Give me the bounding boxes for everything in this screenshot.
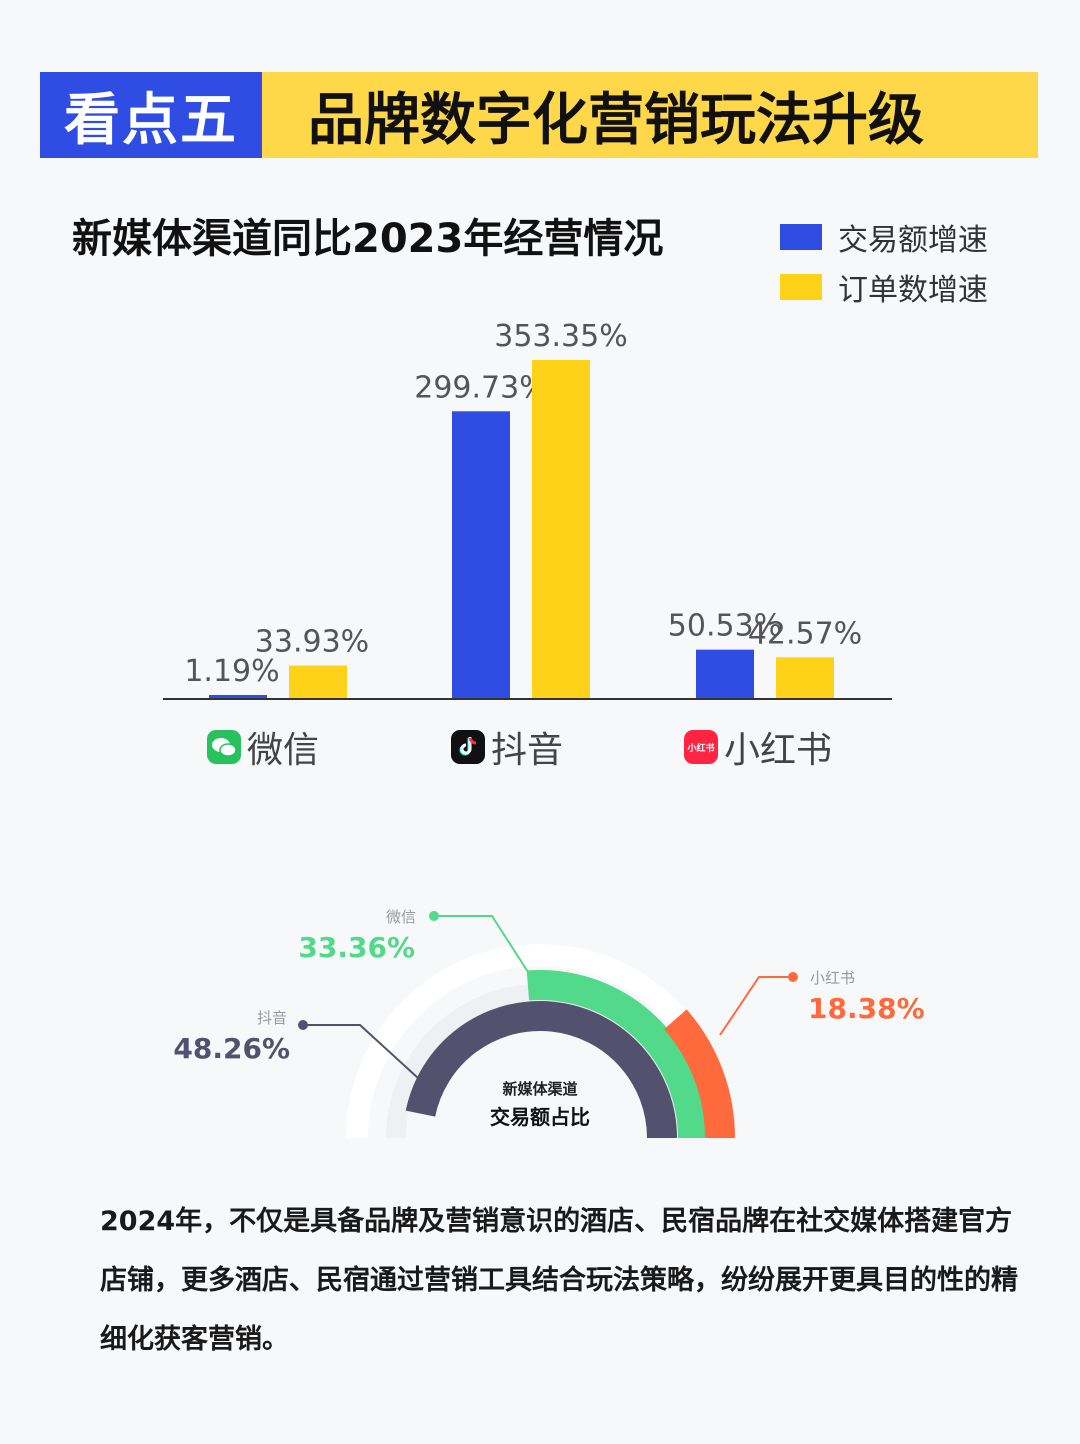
- bar-value-label: 353.35%: [494, 319, 627, 354]
- bar-chart: 1.19% 299.73% 50.53% 33.93% 353.35% 42.57%: [163, 319, 892, 700]
- section-title: 品牌数字化营销玩法升级: [308, 87, 924, 153]
- bar-value-label: 299.73%: [414, 370, 547, 405]
- header-banner: 看点五 品牌数字化营销玩法升级: [40, 72, 1038, 158]
- bar-value-label: 33.93%: [255, 625, 369, 660]
- bar-transaction: [452, 411, 510, 698]
- callout-category-label: 抖音: [257, 1009, 287, 1027]
- callout-value-label: 33.36%: [298, 931, 415, 964]
- douyin-icon: [451, 730, 485, 764]
- bar-value-label: 1.19%: [184, 654, 279, 689]
- category-label-wechat: 微信: [207, 724, 320, 771]
- category-label-douyin: 抖音: [451, 724, 564, 771]
- bar-orders: [532, 360, 590, 698]
- donut-segment: [405, 1001, 677, 1139]
- callout-category-label: 微信: [386, 908, 416, 926]
- callout-line: [719, 976, 793, 1036]
- legend-label: 订单数增速: [838, 273, 988, 308]
- donut-segment: [663, 1009, 735, 1139]
- callout-dot: [429, 911, 439, 921]
- wechat-icon: [207, 730, 241, 764]
- description-paragraph: 2024年，不仅是具备品牌及营销意识的酒店、民宿品牌在社交媒体搭建官方店铺，更多…: [100, 1206, 1018, 1355]
- callout-dot: [298, 1020, 308, 1030]
- bar-chart-title: 新媒体渠道同比2023年经营情况: [72, 216, 664, 262]
- bar-orders: [776, 657, 834, 698]
- callout-value-label: 18.38%: [808, 992, 925, 1025]
- bar-transaction: [696, 649, 754, 698]
- callout-line: [434, 915, 529, 973]
- donut-segment: [526, 970, 708, 1139]
- category-label-text: 微信: [247, 730, 320, 771]
- legend-label: 交易额增速: [838, 223, 988, 258]
- bar-value-label: 50.53%: [668, 609, 782, 644]
- legend-item-transaction: 交易额增速: [780, 212, 988, 262]
- donut-center-subtitle: 交易额占比: [490, 1105, 590, 1129]
- xiaohongshu-icon: 小红书: [684, 730, 718, 764]
- category-label-text: 小红书: [724, 730, 833, 771]
- chart-legend: 交易额增速 订单数增速: [780, 212, 988, 312]
- callout-line: [303, 1024, 419, 1079]
- bar-transaction: [209, 695, 267, 698]
- category-label-text: 抖音: [491, 730, 564, 771]
- category-label-xiaohongshu: 小红书 小红书: [684, 724, 833, 771]
- callout-dot: [788, 972, 798, 982]
- section-tag: 看点五: [40, 72, 262, 158]
- legend-swatch-blue: [780, 224, 822, 250]
- callout-value-label: 48.26%: [173, 1032, 290, 1065]
- callout-category-label: 小红书: [810, 969, 855, 987]
- donut-center-title: 新媒体渠道: [502, 1080, 577, 1098]
- legend-item-orders: 订单数增速: [780, 262, 988, 312]
- bar-value-label: 42.57%: [748, 616, 862, 651]
- legend-swatch-yellow: [780, 274, 822, 300]
- bar-orders: [289, 665, 347, 698]
